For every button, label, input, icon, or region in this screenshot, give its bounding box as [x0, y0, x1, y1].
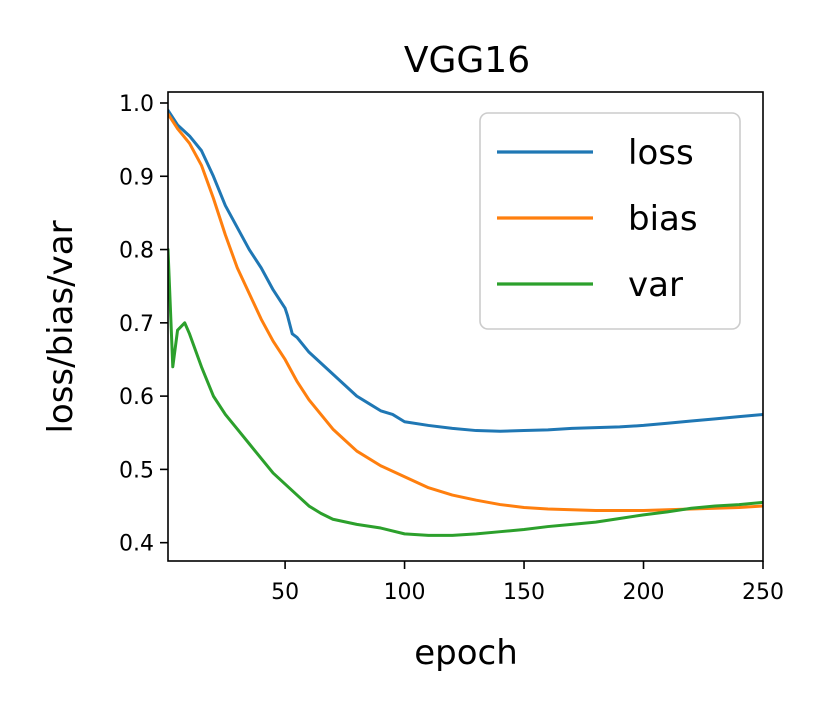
- y-tick-label: 0.8: [119, 239, 154, 264]
- x-tick-label: 250: [742, 580, 784, 605]
- x-tick-label: 50: [271, 580, 299, 605]
- y-tick-label: 0.5: [119, 458, 154, 483]
- legend-items: loss bias var: [497, 133, 698, 305]
- legend-label-loss: loss: [628, 133, 694, 173]
- y-tick-label: 0.9: [119, 165, 154, 190]
- x-tick-label: 150: [503, 580, 545, 605]
- y-tick-label: 0.7: [119, 312, 154, 337]
- series-layer: [168, 108, 763, 537]
- plot-area: [167, 91, 764, 562]
- legend-label-bias: bias: [628, 199, 698, 239]
- series-line-bias: [168, 112, 763, 512]
- x-axis: 50 100 150 200 250: [271, 561, 784, 605]
- legend-box: [479, 112, 741, 330]
- y-tick-label: 0.6: [119, 385, 154, 410]
- chart-title: VGG16: [404, 40, 530, 81]
- x-tick-label: 100: [384, 580, 426, 605]
- series-line-loss: [168, 108, 763, 433]
- y-tick-label: 0.4: [119, 532, 154, 557]
- y-axis: 0.4 0.5 0.6 0.7 0.8 0.9 1.0: [119, 92, 168, 557]
- x-axis-label: epoch: [414, 633, 518, 673]
- y-tick-label: 1.0: [119, 92, 154, 117]
- series-line-var: [168, 248, 763, 537]
- x-tick-label: 200: [623, 580, 665, 605]
- legend-label-var: var: [628, 265, 683, 305]
- legend: loss bias var: [479, 112, 741, 330]
- y-axis-label: loss/bias/var: [41, 220, 81, 433]
- plot-frame: [167, 91, 764, 562]
